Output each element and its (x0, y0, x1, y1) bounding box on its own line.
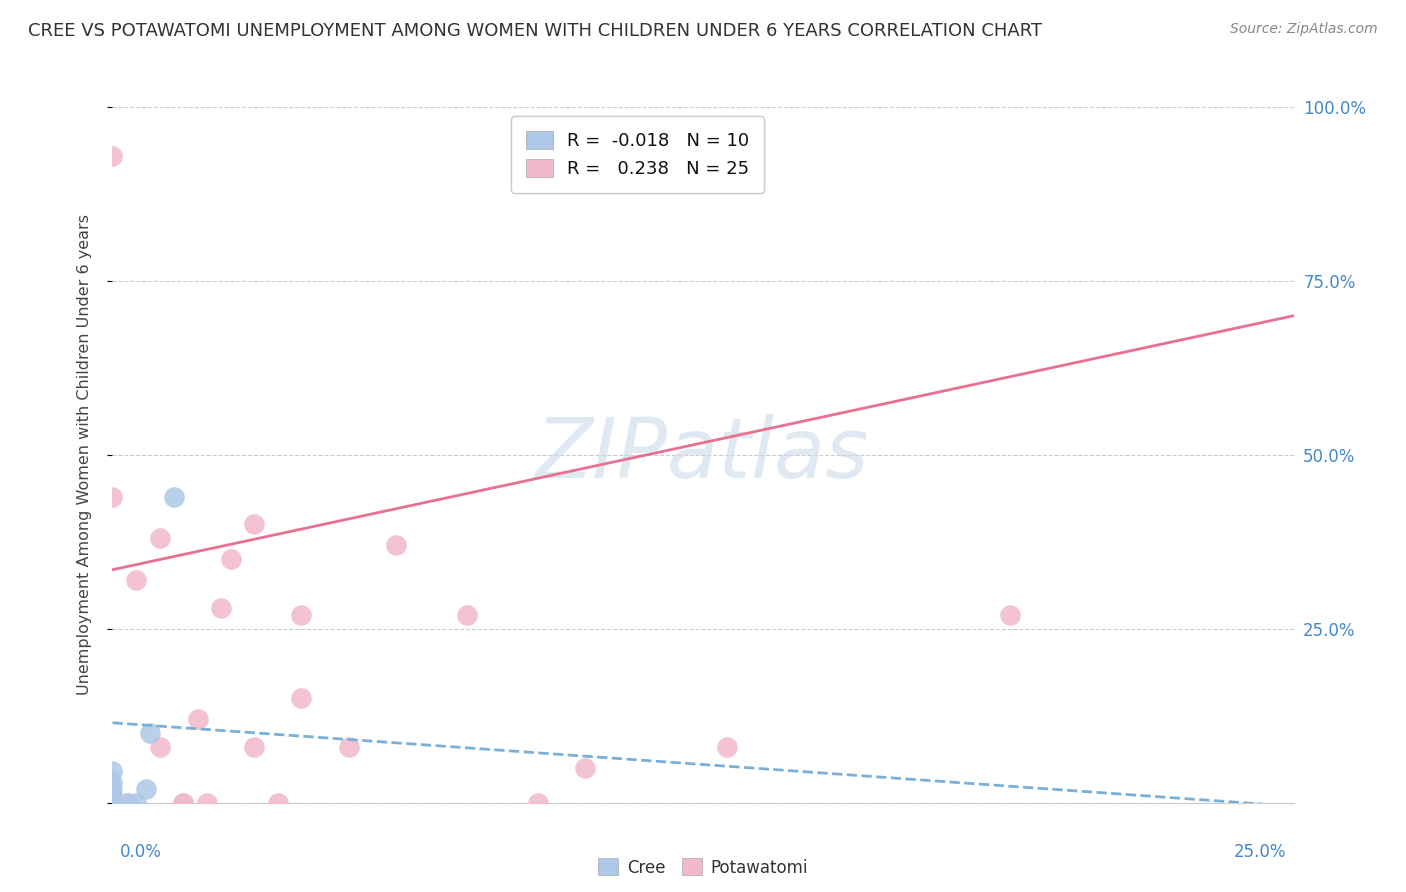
Point (101, 781, 124, 796)
Point (267, 796, 290, 810)
Point (243, 740, 266, 755)
Point (716, 740, 738, 755)
Point (195, 796, 218, 810)
Point (574, 761, 596, 775)
Text: CREE VS POTAWATOMI UNEMPLOYMENT AMONG WOMEN WITH CHILDREN UNDER 6 YEARS CORRELAT: CREE VS POTAWATOMI UNEMPLOYMENT AMONG WO… (28, 22, 1042, 40)
Point (149, 740, 172, 755)
Point (125, 573, 148, 587)
Point (337, 740, 360, 755)
Point (135, 781, 157, 796)
Point (290, 607, 312, 622)
Point (456, 607, 478, 622)
Point (101, 789, 124, 803)
Point (101, 796, 124, 810)
Point (115, 796, 138, 810)
Point (243, 517, 266, 532)
Point (101, 490, 124, 504)
Text: ZIPatlas: ZIPatlas (536, 415, 870, 495)
Point (101, 764, 124, 779)
Point (163, 490, 186, 504)
Point (149, 532, 172, 546)
Point (101, 796, 124, 810)
Point (172, 796, 194, 810)
Y-axis label: Unemployment Among Women with Children Under 6 years: Unemployment Among Women with Children U… (77, 214, 91, 696)
Point (125, 796, 148, 810)
Point (139, 726, 162, 740)
Point (172, 796, 194, 810)
Point (385, 538, 408, 552)
Point (526, 796, 548, 810)
Text: Source: ZipAtlas.com: Source: ZipAtlas.com (1230, 22, 1378, 37)
Point (101, 149, 124, 163)
Point (209, 601, 232, 615)
Point (219, 552, 242, 566)
Text: 25.0%: 25.0% (1234, 843, 1286, 861)
Point (115, 796, 138, 810)
Point (998, 607, 1021, 622)
Point (290, 691, 312, 706)
Text: 0.0%: 0.0% (120, 843, 162, 861)
Point (186, 712, 208, 726)
Legend: R =  -0.018   N = 10, R =   0.238   N = 25: R = -0.018 N = 10, R = 0.238 N = 25 (512, 116, 763, 193)
Point (101, 775, 124, 789)
